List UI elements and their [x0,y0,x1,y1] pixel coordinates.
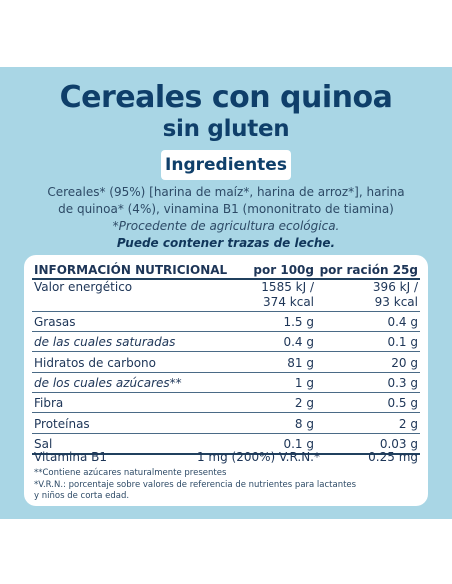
row-divider [32,351,420,353]
nutrient-serving: 2 g [398,416,418,431]
nutrient-serving: 0.3 g [387,375,418,390]
energy-row: Valor energético 1585 kJ / 396 kJ / [24,280,428,310]
vitamin-label: Vitamina B1 [34,450,108,464]
organic-note: *Procedente de agricultura ecológica. [112,219,340,233]
nutrition-header-per100: por 100g [253,263,314,277]
nutrient-per100: 0.4 g [283,335,314,350]
product-title: Cereales con quinoa [59,80,393,115]
row-divider [32,311,420,312]
nutrient-serving: 0.03 g [379,436,418,451]
nutrient-per100: 1 g [294,375,314,390]
nutrient-per100: 2 g [294,396,314,411]
nutrition-header-serving: por ración 25g [319,263,418,277]
ingredients-line-1: Cereales* (95%) [harina de maíz*, harina… [47,185,405,199]
energy-per100-kj: 1585 kJ / [261,280,314,294]
ingredients-heading: Ingredientes [161,150,291,180]
vitamin-serving: 0.25 mg [368,450,418,464]
energy-per100-kcal: 374 kcal [263,295,314,309]
nutrient-per100: 81 g [287,355,314,370]
vitamin-per100: 1 mg (200%) V.R.N.* [196,450,320,464]
product-subtitle: sin gluten [162,116,290,142]
row-divider [32,412,420,414]
row-divider [32,432,420,434]
energy-label: Valor energético [34,280,133,294]
nutrient-per100: 8 g [294,416,314,431]
row-divider [32,452,420,455]
footnote-vrn: *V.R.N.: porcentaje sobre valores de ref… [34,480,357,490]
row-divider [32,391,420,393]
nutrient-label: de las cuales saturadas [34,335,176,350]
nutrient-per100: 0.1 g [283,436,314,451]
nutrient-label: Fibra [34,396,64,411]
nutrient-label: Grasas [34,315,76,329]
ingredients-line-2: de quinoa* (4%), vinamina B1 (mononitrat… [58,202,394,216]
energy-serving-kj: 396 kJ / [372,280,418,294]
footnote-sugars: **Contiene azúcares naturalmente present… [34,468,227,478]
nutrient-label: Hidratos de carbono [34,355,156,370]
nutrient-serving: 0.1 g [387,335,418,350]
nutrient-serving: 0.5 g [387,396,418,411]
nutrient-per100: 1.5 g [283,315,314,329]
nutrition-header-label: INFORMACIÓN NUTRICIONAL [34,263,228,277]
header-divider [32,278,420,280]
footnote-vrn-cont: y niños de corta edad. [34,491,130,501]
ingredients-text: Cereales* (95%) [harina de maíz*, harina… [20,184,432,252]
nutrition-table: INFORMACIÓN NUTRICIONAL por 100g por rac… [24,255,428,506]
nutrient-label: de los cuales azúcares** [34,375,182,390]
nutrient-serving: 20 g [391,355,418,370]
row-divider [32,331,420,332]
nutrient-label: Proteínas [34,416,90,431]
energy-serving-kcal: 93 kcal [374,295,418,309]
allergen-note: Puede contener trazas de leche. [116,236,336,250]
row-divider [32,371,420,373]
nutrient-serving: 0.4 g [387,315,418,329]
nutrient-label: Sal [34,436,53,451]
